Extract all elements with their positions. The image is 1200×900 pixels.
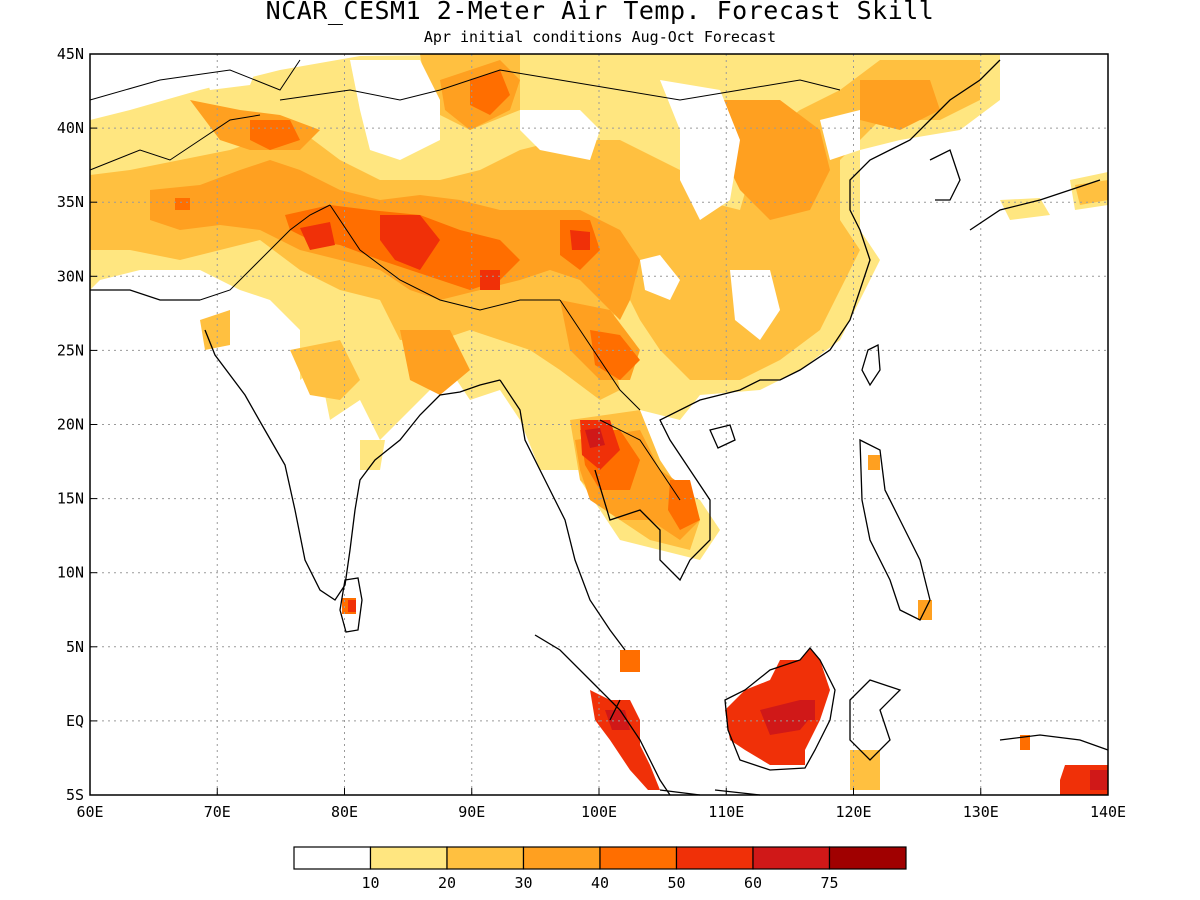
taiwan bbox=[861, 343, 881, 387]
x-tick-label: 120E bbox=[835, 803, 871, 821]
y-tick-label: 5N bbox=[66, 638, 84, 656]
colorbar: 10 20 30 40 50 60 75 bbox=[293, 846, 907, 892]
border-china-mongolia bbox=[279, 69, 841, 101]
colorbar-swatch bbox=[675, 846, 754, 870]
colorbar-label: 20 bbox=[438, 874, 456, 892]
chart-subtitle: Apr initial conditions Aug-Oct Forecast bbox=[423, 28, 777, 46]
colorbar-label: 75 bbox=[820, 874, 838, 892]
y-tick-label: 15N bbox=[57, 490, 84, 508]
arabian-coast bbox=[90, 289, 200, 301]
borneo bbox=[724, 646, 836, 771]
border-myanmar bbox=[559, 299, 641, 411]
x-tick-label: 130E bbox=[963, 803, 999, 821]
hainan bbox=[709, 424, 736, 449]
x-axis: 60E 70E 80E 90E 100E 110E 120E 130E 140E bbox=[76, 788, 1126, 821]
x-tick-label: 110E bbox=[708, 803, 744, 821]
border-pakistan-india bbox=[199, 204, 331, 301]
y-tick-label: 5S bbox=[66, 786, 84, 804]
philippines bbox=[859, 438, 931, 621]
border-indochina bbox=[599, 419, 681, 501]
x-tick-label: 140E bbox=[1090, 803, 1126, 821]
colorbar-swatch bbox=[446, 846, 525, 870]
colorbar-swatch bbox=[752, 846, 831, 870]
new-guinea bbox=[999, 734, 1109, 751]
skill-level-below-10 bbox=[90, 60, 860, 340]
y-tick-label: 40N bbox=[57, 119, 84, 137]
border-kazakhstan bbox=[89, 59, 301, 101]
java bbox=[659, 789, 761, 796]
y-tick-label: 25N bbox=[57, 341, 84, 359]
indochina-coastline bbox=[499, 59, 1001, 651]
colorbar-swatch bbox=[828, 846, 907, 870]
y-tick-label: 35N bbox=[57, 193, 84, 211]
colorbar-swatch bbox=[293, 846, 372, 870]
y-axis: 45N 40N 35N 30N 25N 20N 15N 10N 5N EQ 5S bbox=[57, 45, 97, 804]
plot-frame bbox=[89, 53, 1109, 796]
map-gridlines bbox=[90, 54, 1108, 795]
colorbar-label: 50 bbox=[667, 874, 685, 892]
x-tick-label: 70E bbox=[204, 803, 231, 821]
x-tick-label: 80E bbox=[331, 803, 358, 821]
colorbar-label: 10 bbox=[361, 874, 379, 892]
y-tick-label: 45N bbox=[57, 45, 84, 63]
border-iran-afghanistan bbox=[89, 114, 261, 171]
skill-level-60-75 bbox=[585, 428, 1108, 790]
x-tick-label: 90E bbox=[458, 803, 485, 821]
colorbar-swatch bbox=[522, 846, 601, 870]
country-borders bbox=[89, 59, 841, 501]
india-coastline bbox=[204, 329, 501, 601]
sri-lanka bbox=[339, 577, 363, 633]
colorbar-label: 40 bbox=[591, 874, 609, 892]
x-tick-label: 100E bbox=[581, 803, 617, 821]
chart-title: NCAR_CESM1 2-Meter Air Temp. Forecast Sk… bbox=[265, 0, 935, 25]
y-tick-label: 30N bbox=[57, 267, 84, 285]
y-tick-label: EQ bbox=[66, 712, 84, 730]
colorbar-swatch bbox=[599, 846, 678, 870]
coastlines bbox=[90, 59, 1109, 796]
sulawesi bbox=[849, 679, 902, 761]
y-tick-label: 20N bbox=[57, 416, 84, 434]
colorbar-label: 30 bbox=[514, 874, 532, 892]
y-tick-label: 10N bbox=[57, 564, 84, 582]
colorbar-swatch bbox=[369, 846, 448, 870]
x-tick-label: 60E bbox=[76, 803, 103, 821]
korea-japan bbox=[929, 149, 1101, 231]
colorbar-label: 60 bbox=[744, 874, 762, 892]
sumatra bbox=[534, 634, 671, 796]
border-himalaya bbox=[329, 204, 560, 311]
